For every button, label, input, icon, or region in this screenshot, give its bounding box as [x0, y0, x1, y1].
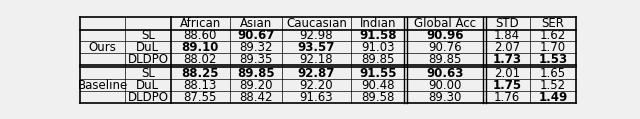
Text: 91.55: 91.55 — [360, 67, 397, 80]
Text: 88.25: 88.25 — [182, 67, 219, 80]
Text: 93.57: 93.57 — [298, 41, 335, 54]
Text: Ours: Ours — [89, 41, 116, 54]
Text: 88.60: 88.60 — [184, 29, 217, 42]
Text: 92.18: 92.18 — [300, 53, 333, 66]
Text: 1.52: 1.52 — [540, 79, 566, 92]
Text: 90.48: 90.48 — [362, 79, 395, 92]
Text: 89.10: 89.10 — [182, 41, 219, 54]
Text: 91.58: 91.58 — [360, 29, 397, 42]
Text: African: African — [180, 17, 221, 30]
Text: 1.70: 1.70 — [540, 41, 566, 54]
Text: 1.73: 1.73 — [493, 53, 522, 66]
Text: 89.20: 89.20 — [239, 79, 273, 92]
Text: Indian: Indian — [360, 17, 397, 30]
Text: 89.35: 89.35 — [239, 53, 273, 66]
Text: 89.85: 89.85 — [362, 53, 395, 66]
Text: 1.65: 1.65 — [540, 67, 566, 80]
Text: Global Acc: Global Acc — [414, 17, 476, 30]
Text: 1.53: 1.53 — [538, 53, 568, 66]
Text: 90.00: 90.00 — [428, 79, 461, 92]
Text: DLDPO: DLDPO — [127, 53, 168, 66]
Text: 90.96: 90.96 — [426, 29, 463, 42]
Text: SL: SL — [141, 67, 155, 80]
Text: Caucasian: Caucasian — [286, 17, 347, 30]
Text: 92.20: 92.20 — [300, 79, 333, 92]
Text: STD: STD — [495, 17, 519, 30]
Text: 88.42: 88.42 — [239, 91, 273, 104]
Text: DuL: DuL — [136, 79, 159, 92]
Text: 1.49: 1.49 — [538, 91, 568, 104]
Text: SER: SER — [541, 17, 564, 30]
Text: 1.75: 1.75 — [493, 79, 522, 92]
Text: DLDPO: DLDPO — [127, 91, 168, 104]
Text: 89.32: 89.32 — [239, 41, 273, 54]
Text: 88.13: 88.13 — [184, 79, 217, 92]
Text: 92.87: 92.87 — [298, 67, 335, 80]
Text: 92.98: 92.98 — [300, 29, 333, 42]
Text: 89.30: 89.30 — [428, 91, 461, 104]
Text: 89.58: 89.58 — [362, 91, 395, 104]
Text: 89.85: 89.85 — [428, 53, 461, 66]
Text: 2.07: 2.07 — [494, 41, 520, 54]
Text: Asian: Asian — [240, 17, 272, 30]
Text: 91.03: 91.03 — [362, 41, 395, 54]
Text: DuL: DuL — [136, 41, 159, 54]
Text: 87.55: 87.55 — [184, 91, 217, 104]
Text: 1.84: 1.84 — [494, 29, 520, 42]
Text: 1.76: 1.76 — [494, 91, 520, 104]
Text: Baseline: Baseline — [77, 79, 128, 92]
Text: 2.01: 2.01 — [494, 67, 520, 80]
Text: 91.63: 91.63 — [300, 91, 333, 104]
Text: 1.62: 1.62 — [540, 29, 566, 42]
Text: 90.63: 90.63 — [426, 67, 463, 80]
Text: SL: SL — [141, 29, 155, 42]
Text: 90.67: 90.67 — [237, 29, 275, 42]
Text: 89.85: 89.85 — [237, 67, 275, 80]
Text: 90.76: 90.76 — [428, 41, 461, 54]
Text: 88.02: 88.02 — [184, 53, 217, 66]
